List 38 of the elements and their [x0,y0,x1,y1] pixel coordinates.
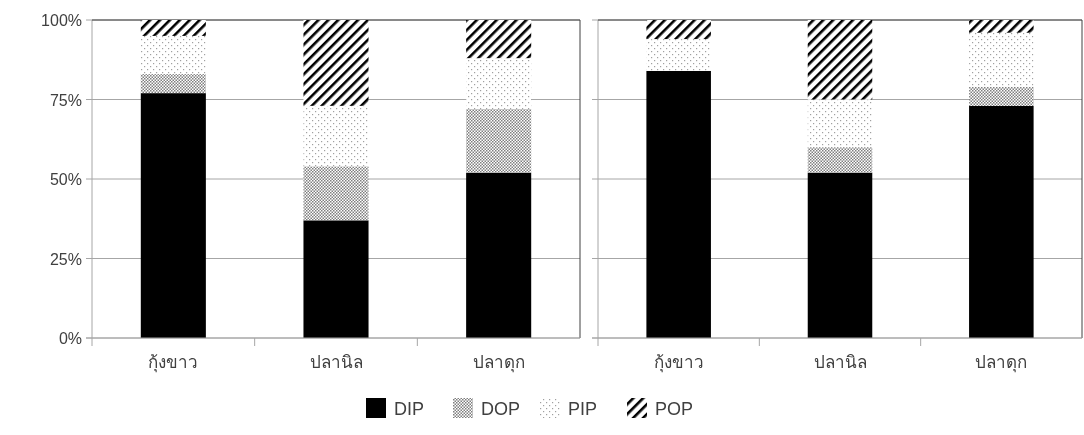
x-tick-label: กุ้งขาว [653,353,704,373]
bar [807,20,873,100]
x-tick-label: ปลานิล [309,353,363,372]
x-tick-label: กุ้งขาว [148,353,199,373]
bar [969,86,1034,106]
y-tick-label: 75% [49,91,82,109]
bar [807,172,873,338]
y-tick-label: 50% [49,171,82,188]
x-tick-label: ปลาดุก [975,353,1028,373]
legend-label: DOP [481,399,521,419]
bar [140,35,206,75]
bar [969,32,1034,87]
bar [303,105,369,167]
bar [303,220,369,338]
y-tick-label: 25% [49,250,82,268]
bar [646,20,711,40]
bar [466,58,532,110]
x-tick-label: ปลานิล [813,353,867,372]
bar [646,39,711,71]
y-tick-label: 100% [41,12,82,29]
bar [303,20,369,106]
y-tick-label: 0% [58,330,82,347]
x-tick-label: ปลาดุก [472,353,525,373]
bar [140,20,206,36]
bar [969,105,1034,338]
legend-label: POP [655,399,694,419]
bar [969,20,1034,33]
bar [303,166,369,221]
bar [807,147,873,173]
legend-label: DIP [394,399,425,419]
bar [807,99,873,148]
bar [466,20,532,59]
bar [646,70,711,338]
bar [466,172,532,338]
legend-label: PIP [568,399,598,419]
bar [140,74,206,94]
bar [140,93,206,338]
bar [466,109,532,173]
